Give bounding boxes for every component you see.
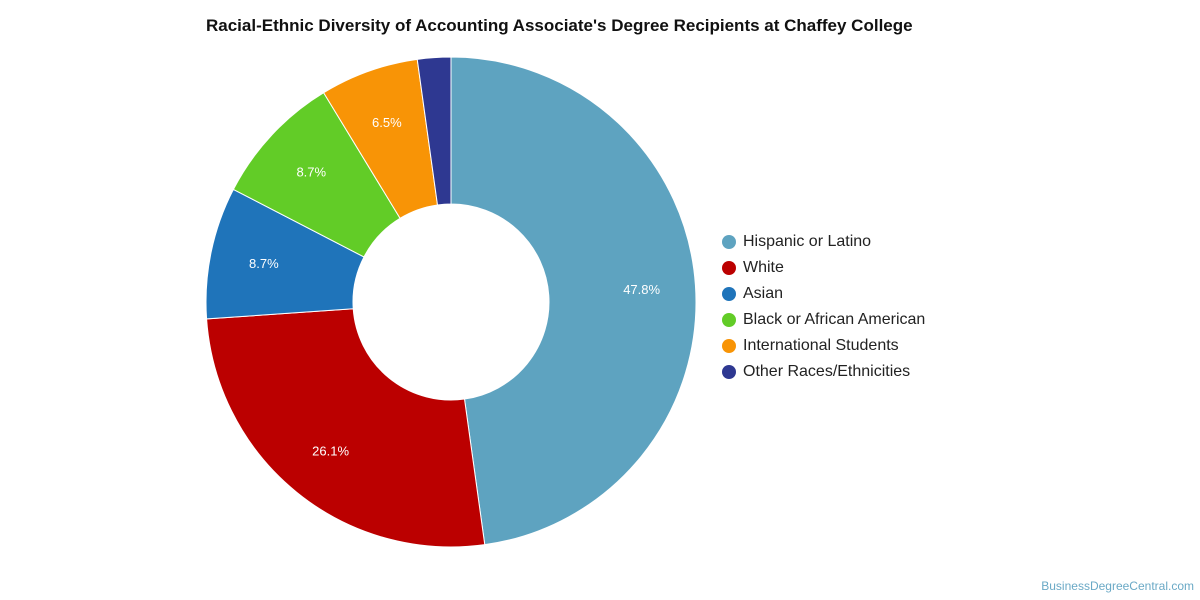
legend-item-hispanic-or-latino[interactable]: Hispanic or Latino [722, 229, 925, 255]
site-credit[interactable]: BusinessDegreeCentral.com [1041, 579, 1194, 593]
legend-item-black-or-african-american[interactable]: Black or African American [722, 307, 925, 333]
slice-label-international-students: 6.5% [372, 115, 402, 130]
slice-white[interactable] [206, 308, 486, 548]
legend-item-other-races-ethnicities[interactable]: Other Races/Ethnicities [722, 359, 925, 385]
legend-item-asian[interactable]: Asian [722, 281, 925, 307]
slice-label-hispanic-or-latino: 47.8% [623, 282, 660, 297]
chart-title: Racial-Ethnic Diversity of Accounting As… [206, 16, 913, 35]
legend-label: White [743, 259, 784, 276]
chart-legend: Hispanic or Latino White Asian Black or Afr… [722, 229, 925, 385]
legend-item-white[interactable]: White [722, 255, 925, 281]
legend-swatch [722, 261, 736, 275]
slice-hispanic-or-latino[interactable] [450, 56, 697, 546]
legend-swatch [722, 339, 736, 353]
legend-swatch [722, 235, 736, 249]
legend-swatch [722, 313, 736, 327]
legend-label: Black or African American [743, 311, 926, 328]
legend-label: Asian [743, 285, 784, 302]
slice-other-races-ethnicities[interactable] [416, 56, 452, 206]
legend-item-international-students[interactable]: International Students [722, 333, 925, 359]
legend-swatch [722, 287, 736, 301]
slice-label-asian: 8.7% [249, 256, 279, 271]
legend-label: Other Races/Ethnicities [743, 363, 911, 380]
slice-label-white: 26.1% [312, 443, 349, 458]
slice-label-black-or-african-american: 8.7% [296, 165, 326, 180]
legend-label: International Students [743, 337, 899, 354]
legend-swatch [722, 365, 736, 379]
legend-label: Hispanic or Latino [743, 233, 872, 250]
